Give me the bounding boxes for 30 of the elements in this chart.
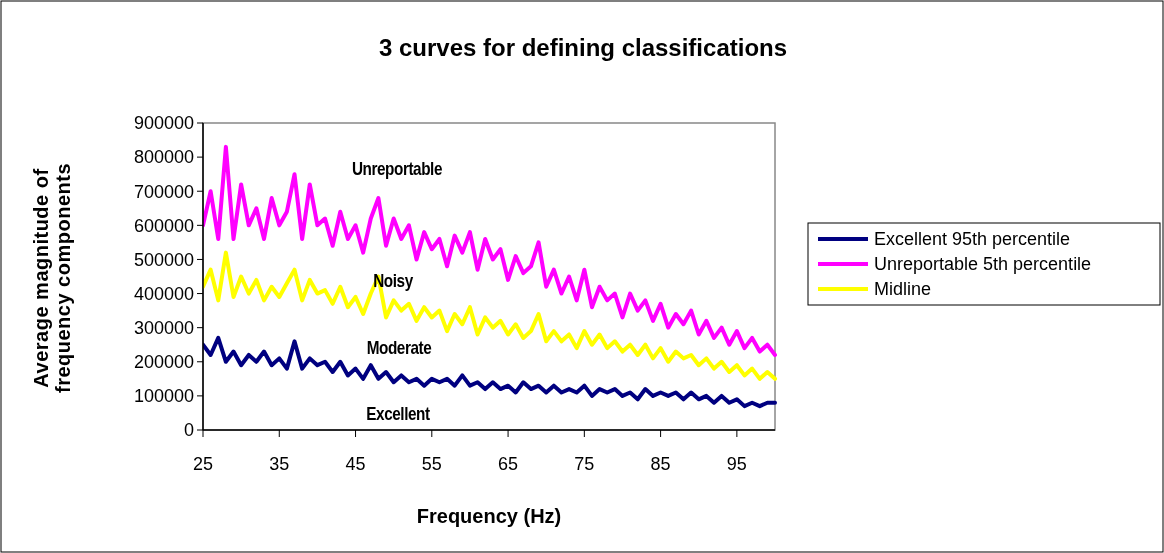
- legend-label: Midline: [874, 279, 932, 300]
- x-tick-label: 75: [574, 454, 595, 474]
- x-tick-label: 85: [650, 454, 671, 474]
- x-tick-label: 25: [192, 454, 214, 474]
- legend-label: Unreportable 5th percentile: [874, 254, 1092, 275]
- y-tick-label: 100000: [133, 386, 194, 407]
- chart-title: 3 curves for defining classifications: [378, 34, 788, 61]
- x-tick-label: 45: [345, 454, 366, 474]
- line-series: [203, 144, 777, 357]
- x-tick-label: 95: [726, 454, 747, 474]
- legend-label: Excellent 95th percentile: [874, 229, 1071, 250]
- y-axis-title: Average magnitude of frequency components: [30, 162, 75, 396]
- y-tick-label: 0: [183, 420, 194, 441]
- x-axis-title: Frequency (Hz): [416, 505, 562, 527]
- annotation: Moderate: [366, 337, 432, 359]
- y-tick-label: 500000: [133, 249, 194, 270]
- annotation: Unreportable: [351, 158, 443, 180]
- y-tick-label: 200000: [133, 352, 194, 373]
- y-tick-label: 800000: [133, 147, 194, 168]
- y-tick-label: 400000: [133, 283, 194, 304]
- annotation: Excellent: [366, 403, 431, 425]
- y-tick-label: 300000: [133, 317, 194, 338]
- line-series: [203, 335, 777, 409]
- y-tick-label: 600000: [133, 215, 194, 236]
- x-tick-label: 55: [421, 454, 442, 474]
- y-tick-label: 700000: [133, 181, 194, 202]
- x-tick-label: 35: [269, 454, 290, 474]
- x-tick-label: 65: [498, 454, 519, 474]
- y-tick-label: 900000: [133, 113, 194, 134]
- line-series: [203, 250, 777, 381]
